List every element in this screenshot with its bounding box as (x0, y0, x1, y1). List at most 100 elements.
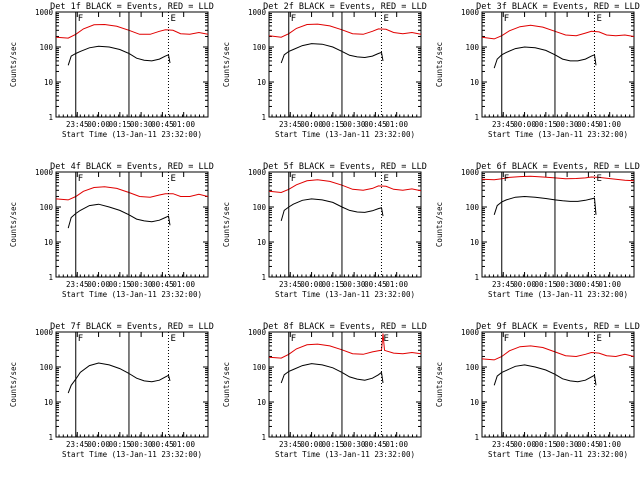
series-line-events (280, 43, 384, 64)
x-tick-label: 00:00 (513, 280, 536, 289)
marker-label: F (78, 14, 83, 24)
marker-label: F (504, 174, 509, 184)
series-line-events (67, 362, 171, 394)
y-tick-label: 1 (261, 273, 266, 282)
x-axis-label: Start Time (13-Jan-11 23:32:00) (275, 290, 415, 299)
y-tick-label: 10 (257, 78, 267, 87)
series-line-events (67, 203, 171, 229)
series-line-events (493, 195, 597, 215)
plot-frame (481, 171, 635, 278)
detector-panel-5: Det 5f BLACK = Events, RED = LLD 1 10 100 10… (222, 162, 427, 299)
detector-panel-8: Det 8f BLACK = Events, RED = LLD 1 10 100 10… (222, 322, 427, 459)
y-tick-label: 10 (44, 238, 54, 247)
x-tick-label: 01:00 (598, 280, 621, 289)
series-line-events (280, 198, 384, 222)
x-tick-label: 00:00 (87, 280, 110, 289)
x-tick-label: 23:45 (279, 440, 302, 449)
x-axis-label: Start Time (13-Jan-11 23:32:00) (275, 130, 415, 139)
x-tick-label: 00:45 (151, 120, 174, 129)
y-tick-label: 100 (465, 363, 479, 372)
series-line-lld (56, 23, 208, 39)
x-tick-label: 00:30 (130, 120, 153, 129)
x-tick-label: 00:30 (343, 280, 366, 289)
detector-panel-2: Det 2f BLACK = Events, RED = LLD 1 10 100 10… (222, 2, 427, 139)
x-tick-label: 23:45 (279, 120, 302, 129)
x-tick-label: 00:30 (130, 280, 153, 289)
x-tick-label: 01:00 (598, 440, 621, 449)
x-tick-label: 23:45 (66, 280, 89, 289)
detector-panel-9: Det 9f BLACK = Events, RED = LLD 1 10 100 10… (435, 322, 640, 459)
x-tick-label: 00:45 (151, 280, 174, 289)
plot-frame (55, 331, 209, 438)
y-tick-label: 1 (474, 273, 479, 282)
panel-title: Det 8f BLACK = Events, RED = LLD (263, 322, 427, 332)
series-line-events (493, 46, 597, 69)
x-tick-label: 00:45 (364, 280, 387, 289)
y-axis-label: Counts/sec (9, 362, 18, 407)
x-axis-label: Start Time (13-Jan-11 23:32:00) (62, 290, 202, 299)
y-axis-label: Counts/sec (222, 202, 231, 247)
x-tick-label: 00:15 (322, 440, 345, 449)
series-line-lld (482, 175, 634, 182)
y-axis-label: Counts/sec (222, 42, 231, 87)
x-tick-label: 00:00 (300, 440, 323, 449)
y-tick-label: 1 (474, 113, 479, 122)
detector-panel-6: Det 6f BLACK = Events, RED = LLD 1 10 100 10… (435, 162, 640, 299)
x-tick-label: 00:45 (151, 440, 174, 449)
y-axis-label: Counts/sec (9, 202, 18, 247)
y-tick-label: 100 (252, 203, 266, 212)
detector-panel-1: Det 1f BLACK = Events, RED = LLD 1 10 100 10… (9, 2, 214, 139)
detector-panel-3: Det 3f BLACK = Events, RED = LLD 1 10 100 10… (435, 2, 640, 139)
panel-title: Det 9f BLACK = Events, RED = LLD (476, 322, 640, 332)
x-tick-label: 00:15 (109, 440, 132, 449)
y-tick-label: 1 (261, 433, 266, 442)
x-tick-label: 01:00 (172, 280, 195, 289)
marker-label: F (291, 334, 296, 344)
x-tick-label: 00:30 (556, 120, 579, 129)
series-line-lld (269, 333, 421, 359)
series-line-events (67, 45, 171, 66)
x-tick-label: 00:00 (300, 280, 323, 289)
x-tick-label: 23:45 (492, 280, 515, 289)
x-axis-label: Start Time (13-Jan-11 23:32:00) (488, 290, 628, 299)
x-tick-label: 00:00 (87, 120, 110, 129)
x-tick-label: 00:30 (556, 440, 579, 449)
plot-frame (55, 171, 209, 278)
y-tick-label: 10 (470, 78, 480, 87)
y-tick-label: 100 (39, 43, 53, 52)
y-axis-label: Counts/sec (222, 362, 231, 407)
x-tick-label: 00:45 (577, 440, 600, 449)
y-tick-label: 1000 (248, 328, 267, 337)
x-axis-label: Start Time (13-Jan-11 23:32:00) (62, 450, 202, 459)
x-tick-label: 00:30 (130, 440, 153, 449)
x-tick-label: 01:00 (598, 120, 621, 129)
plot-frame (481, 331, 635, 438)
x-tick-label: 00:00 (87, 440, 110, 449)
marker-label: E (170, 174, 175, 184)
marker-label: F (291, 14, 296, 24)
x-tick-label: 00:30 (343, 120, 366, 129)
x-tick-label: 01:00 (385, 440, 408, 449)
marker-label: F (504, 334, 509, 344)
y-tick-label: 1000 (461, 168, 480, 177)
panel-title: Det 4f BLACK = Events, RED = LLD (50, 162, 214, 172)
y-tick-label: 10 (470, 238, 480, 247)
marker-label: E (596, 334, 601, 344)
x-tick-label: 00:15 (535, 120, 558, 129)
y-tick-label: 10 (44, 78, 54, 87)
x-tick-label: 00:00 (513, 440, 536, 449)
x-tick-label: 23:45 (492, 120, 515, 129)
marker-label: F (78, 174, 83, 184)
x-axis-label: Start Time (13-Jan-11 23:32:00) (62, 130, 202, 139)
x-tick-label: 00:45 (364, 440, 387, 449)
x-tick-label: 01:00 (385, 280, 408, 289)
y-tick-label: 1 (474, 433, 479, 442)
detector-panel-7: Det 7f BLACK = Events, RED = LLD 1 10 100 10… (9, 322, 214, 459)
y-axis-label: Counts/sec (435, 362, 444, 407)
y-tick-label: 1 (48, 113, 53, 122)
x-tick-label: 00:15 (109, 280, 132, 289)
marker-label: E (383, 174, 388, 184)
x-tick-label: 23:45 (66, 120, 89, 129)
y-tick-label: 1000 (35, 168, 54, 177)
